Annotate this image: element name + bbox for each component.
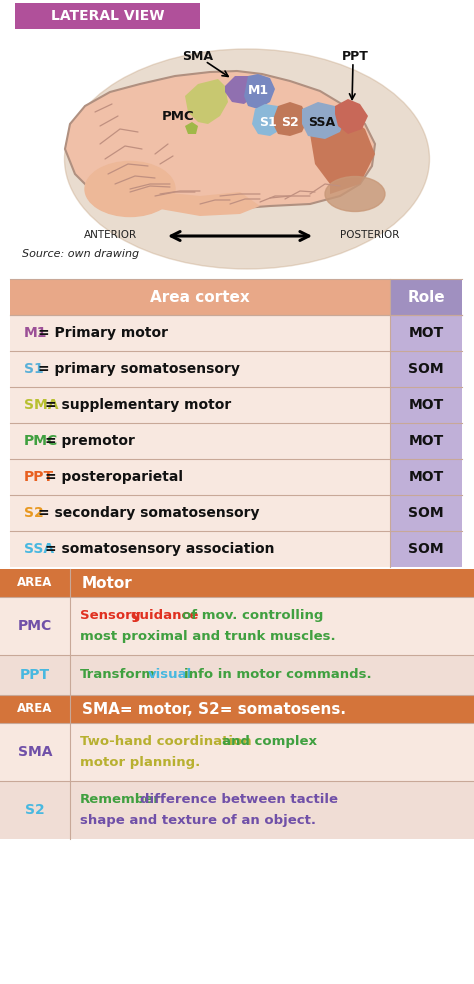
Text: PPT: PPT (20, 668, 50, 682)
PathPatch shape (272, 102, 308, 136)
Text: PPT: PPT (24, 470, 54, 484)
Text: Remember: Remember (80, 793, 161, 806)
Text: = secondary somatosensory: = secondary somatosensory (38, 506, 259, 520)
PathPatch shape (185, 79, 228, 124)
Text: SSA: SSA (309, 115, 336, 129)
Text: LATERAL VIEW: LATERAL VIEW (51, 9, 164, 23)
Text: MOT: MOT (409, 434, 444, 448)
Text: PMC: PMC (24, 434, 58, 448)
Text: MOT: MOT (409, 326, 444, 340)
Text: and complex: and complex (222, 735, 317, 748)
PathPatch shape (335, 99, 368, 134)
Bar (10, 315, 390, 351)
Bar (0, 781, 474, 839)
Text: MOT: MOT (409, 470, 444, 484)
Bar (0, 695, 474, 723)
Text: ANTERIOR: ANTERIOR (83, 230, 137, 240)
PathPatch shape (185, 122, 198, 134)
Text: SMA: SMA (18, 745, 52, 759)
Bar (0, 655, 474, 695)
Bar (10, 459, 390, 495)
Bar (10, 351, 390, 387)
Bar (0, 723, 474, 781)
Text: S2: S2 (281, 115, 299, 129)
Text: Area cortex: Area cortex (150, 289, 250, 304)
Text: SOM: SOM (408, 542, 444, 556)
Text: SOM: SOM (408, 506, 444, 520)
Text: S1: S1 (24, 362, 44, 376)
Text: difference between tactile: difference between tactile (140, 793, 338, 806)
Text: SMA: SMA (24, 398, 58, 412)
Text: = primary somatosensory: = primary somatosensory (38, 362, 240, 376)
Text: SSA: SSA (24, 542, 54, 556)
PathPatch shape (302, 102, 345, 139)
Text: S1: S1 (259, 115, 277, 129)
Bar (390, 459, 462, 495)
PathPatch shape (252, 104, 285, 136)
Ellipse shape (64, 49, 429, 269)
PathPatch shape (225, 76, 256, 104)
Text: shape and texture of an object.: shape and texture of an object. (80, 814, 316, 827)
Text: info in motor commands.: info in motor commands. (184, 668, 372, 682)
Bar (0, 569, 474, 597)
Text: guidance: guidance (130, 609, 199, 622)
Bar (390, 423, 462, 459)
Text: motor planning.: motor planning. (80, 756, 200, 769)
Bar (0, 597, 474, 655)
PathPatch shape (130, 192, 260, 216)
Text: M1: M1 (24, 326, 47, 340)
Bar (10, 495, 390, 531)
Bar (390, 531, 462, 567)
Text: of mov. controlling: of mov. controlling (182, 609, 323, 622)
Ellipse shape (325, 176, 385, 212)
Text: = somatosensory association: = somatosensory association (45, 542, 274, 556)
Text: MOT: MOT (409, 398, 444, 412)
Bar (390, 495, 462, 531)
Text: = premotor: = premotor (45, 434, 135, 448)
Text: PMC: PMC (18, 619, 52, 633)
Text: AREA: AREA (18, 577, 53, 589)
Text: SOM: SOM (408, 362, 444, 376)
Text: SMA: SMA (182, 49, 213, 63)
Bar (390, 387, 462, 423)
PathPatch shape (65, 71, 375, 209)
Bar (10, 387, 390, 423)
Bar (390, 279, 462, 315)
Text: Role: Role (407, 289, 445, 304)
Text: PMC: PMC (162, 109, 194, 122)
Text: Source: own drawing: Source: own drawing (22, 249, 139, 259)
Bar (10, 531, 390, 567)
Text: S2: S2 (24, 506, 44, 520)
Text: Motor: Motor (82, 576, 133, 590)
Bar (10, 423, 390, 459)
Text: Transform: Transform (80, 668, 156, 682)
Text: M1: M1 (247, 85, 269, 97)
Bar (390, 351, 462, 387)
Text: Sensory: Sensory (80, 609, 140, 622)
Text: visual: visual (148, 668, 192, 682)
Text: most proximal and trunk muscles.: most proximal and trunk muscles. (80, 630, 336, 643)
Text: Two-hand coordination: Two-hand coordination (80, 735, 252, 748)
Text: POSTERIOR: POSTERIOR (340, 230, 400, 240)
Ellipse shape (85, 161, 175, 216)
Text: AREA: AREA (18, 703, 53, 715)
PathPatch shape (244, 74, 275, 109)
PathPatch shape (310, 114, 375, 194)
Text: SMA= motor, S2= somatosens.: SMA= motor, S2= somatosens. (82, 702, 346, 716)
Text: = posteroparietal: = posteroparietal (45, 470, 183, 484)
Bar (390, 315, 462, 351)
Text: = Primary motor: = Primary motor (38, 326, 168, 340)
Text: PPT: PPT (342, 49, 368, 63)
Bar (15, 3, 200, 29)
Text: S2: S2 (25, 803, 45, 817)
Text: = supplementary motor: = supplementary motor (45, 398, 231, 412)
Bar (10, 279, 390, 315)
